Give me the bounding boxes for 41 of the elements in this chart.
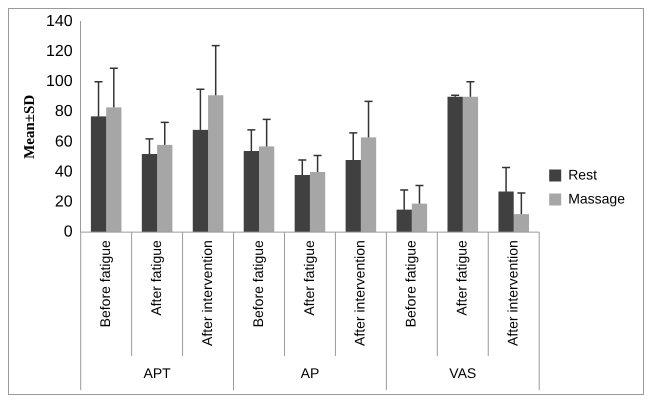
bar	[294, 175, 310, 232]
x-tick-label: After fatigue	[148, 240, 164, 316]
x-tick-label: Before fatigue	[97, 240, 114, 328]
bar	[142, 154, 158, 232]
x-tick-label: After intervention	[352, 240, 368, 346]
y-tick-label: 120	[46, 43, 73, 60]
text: APT	[143, 364, 172, 381]
legend-label: Rest	[568, 166, 598, 182]
bar	[514, 214, 530, 232]
bar	[396, 210, 412, 232]
x-tick-label: Before fatigue	[402, 240, 419, 328]
bar	[259, 146, 274, 232]
y-tick-label: 80	[54, 103, 73, 120]
y-tick-label: 60	[54, 133, 73, 150]
x-tick-label: After fatigue	[454, 240, 470, 316]
bar	[192, 130, 208, 232]
y-axis-title: Mean±SD	[22, 94, 38, 159]
bar	[310, 172, 326, 232]
bar	[412, 204, 428, 232]
bar	[346, 160, 361, 232]
bar	[208, 95, 224, 232]
bar	[447, 96, 463, 232]
legend-label: Massage	[568, 190, 626, 206]
text: AP	[300, 364, 320, 381]
bar	[244, 150, 259, 232]
y-tick-label: 0	[64, 224, 73, 241]
y-tick-label: 140	[46, 13, 73, 30]
bar	[90, 116, 106, 232]
bar	[360, 137, 376, 232]
bar	[462, 96, 478, 232]
bar	[498, 192, 514, 232]
text: VAS	[449, 364, 476, 381]
y-tick-label: 100	[46, 73, 73, 90]
y-tick-label: 20	[54, 193, 73, 210]
x-tick-label: After fatigue	[300, 240, 317, 316]
x-tick-label: After intervention	[504, 240, 521, 346]
x-tick-label: Before fatigue	[250, 240, 266, 328]
y-tick-label: 40	[54, 163, 73, 180]
bar	[157, 144, 172, 232]
bar	[106, 107, 122, 232]
x-tick-label: After intervention	[198, 240, 215, 346]
